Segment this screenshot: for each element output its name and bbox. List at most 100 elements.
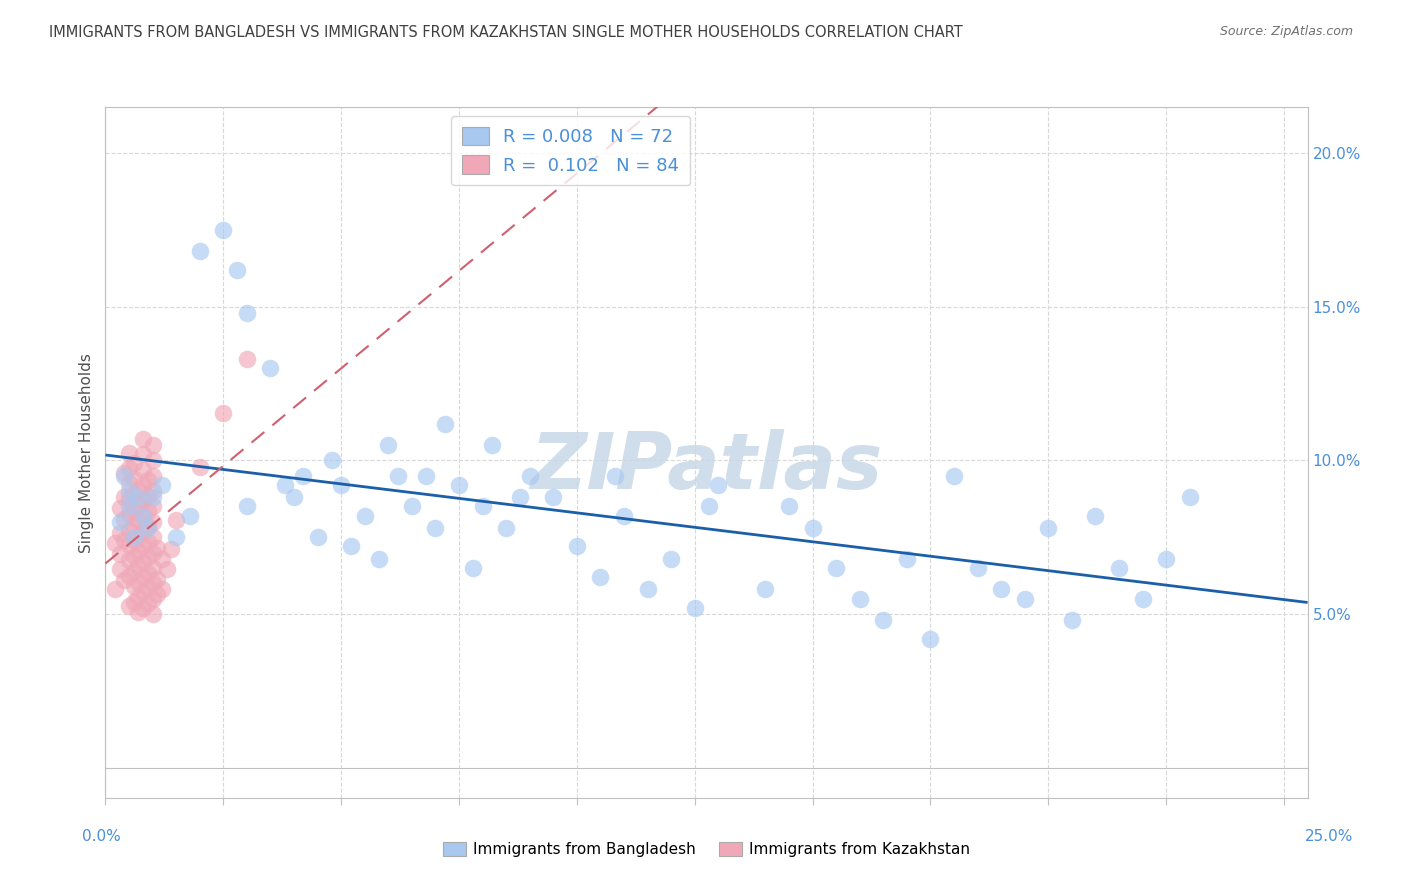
Point (108, 525, 131, 540)
Point (801, 521, 824, 535)
Text: Source: ZipAtlas.com: Source: ZipAtlas.com (1219, 25, 1353, 38)
Point (104, 582, 127, 597)
Point (156, 562, 179, 576)
Point (142, 500, 165, 514)
Point (108, 562, 131, 576)
Point (127, 559, 149, 574)
Point (142, 607, 165, 621)
Y-axis label: Single Mother Households: Single Mother Households (79, 352, 94, 553)
Point (118, 568, 141, 582)
Point (754, 582, 776, 597)
Text: ZIPatlas: ZIPatlas (530, 428, 883, 505)
Point (132, 585, 155, 599)
Point (122, 595, 145, 609)
Point (226, 263, 249, 277)
Point (142, 490, 165, 504)
Point (122, 533, 145, 548)
Point (127, 513, 149, 527)
Point (165, 530, 187, 544)
Point (112, 490, 135, 504)
Point (108, 500, 131, 515)
Point (212, 406, 235, 420)
Point (259, 361, 281, 376)
Point (872, 613, 894, 627)
Point (118, 476, 141, 491)
Text: 0.0%: 0.0% (82, 830, 121, 844)
Point (1014, 591, 1036, 606)
Point (136, 519, 159, 533)
Point (122, 457, 145, 471)
Point (136, 596, 159, 610)
Point (136, 581, 159, 595)
Point (122, 564, 145, 578)
Point (136, 550, 159, 565)
Point (463, 561, 485, 575)
Point (112, 573, 135, 587)
Point (132, 508, 155, 523)
Point (1038, 521, 1060, 535)
Point (471, 500, 494, 514)
Point (683, 600, 706, 615)
Point (273, 478, 295, 492)
Point (122, 472, 145, 486)
Point (127, 483, 149, 497)
Point (127, 590, 149, 604)
Point (112, 512, 135, 526)
Point (132, 540, 155, 554)
Point (236, 306, 259, 320)
Point (330, 478, 353, 492)
Point (127, 528, 149, 542)
Point (112, 533, 135, 548)
Point (1108, 561, 1130, 575)
Point (136, 473, 159, 487)
Point (236, 500, 259, 514)
Point (1132, 591, 1154, 606)
Point (118, 461, 141, 475)
Point (990, 582, 1012, 597)
Point (943, 468, 966, 483)
Point (112, 466, 135, 480)
Point (132, 524, 155, 538)
Point (165, 513, 187, 527)
Point (132, 600, 155, 615)
Point (415, 468, 437, 483)
Point (108, 515, 131, 529)
Point (433, 417, 456, 431)
Point (339, 540, 361, 554)
Point (367, 551, 389, 566)
Point (160, 542, 183, 557)
Point (307, 530, 329, 544)
Point (495, 521, 517, 535)
Legend: Immigrants from Bangladesh, Immigrants from Kazakhstan: Immigrants from Bangladesh, Immigrants f… (436, 836, 977, 863)
Point (136, 489, 159, 503)
Point (122, 549, 145, 563)
Point (136, 521, 159, 535)
Point (132, 493, 155, 508)
Point (150, 478, 173, 492)
Point (118, 553, 141, 567)
Point (132, 570, 155, 584)
Point (122, 517, 145, 532)
Point (1154, 551, 1177, 566)
Point (150, 551, 173, 566)
Point (146, 587, 169, 601)
Point (212, 223, 235, 237)
Point (136, 504, 159, 518)
Point (637, 582, 659, 597)
Point (132, 508, 155, 523)
Point (127, 544, 149, 558)
Point (1060, 613, 1083, 627)
Point (707, 478, 730, 492)
Point (142, 453, 165, 467)
Point (136, 566, 159, 580)
Point (132, 447, 155, 461)
Point (966, 561, 988, 575)
Point (613, 508, 636, 523)
Point (142, 515, 165, 529)
Point (377, 438, 399, 452)
Point (142, 468, 165, 483)
Point (188, 244, 211, 259)
Point (848, 591, 870, 606)
Point (1178, 490, 1201, 504)
Point (122, 530, 145, 544)
